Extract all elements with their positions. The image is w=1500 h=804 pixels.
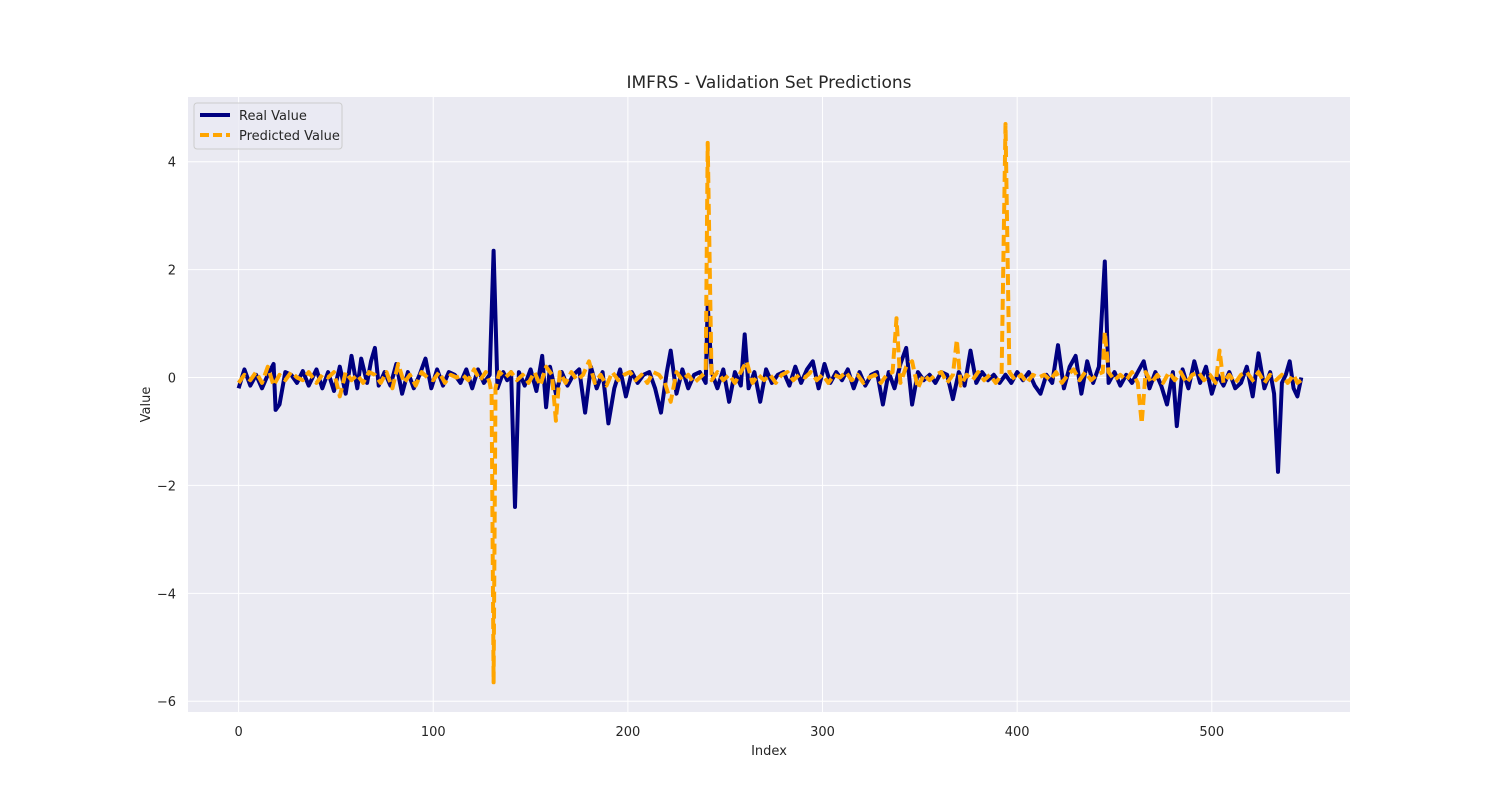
x-tick-label: 400	[1005, 725, 1030, 740]
x-tick-label: 500	[1199, 725, 1224, 740]
y-tick-label: 0	[168, 372, 176, 387]
legend-box	[193, 102, 343, 150]
legend-label-real: Real Value	[239, 109, 307, 124]
x-tick-label: 100	[421, 725, 446, 740]
x-tick-label: 200	[615, 725, 640, 740]
legend: Real Value Predicted Value	[193, 102, 343, 150]
legend-label-predicted: Predicted Value	[239, 129, 340, 144]
x-tick-label: 0	[234, 725, 242, 740]
series-line-real	[236, 248, 1304, 509]
y-tick-label: 4	[168, 156, 176, 171]
grid	[188, 97, 1350, 712]
y-tick-label: −4	[157, 587, 176, 602]
plot-area	[188, 97, 1350, 712]
series-group	[236, 122, 1304, 685]
chart-title: IMFRS - Validation Set Predictions	[627, 73, 912, 93]
series-line-predicted	[236, 122, 1303, 685]
tick-labels: 0 100 200 300 400 500 −6 −4 −2 0 2 4	[157, 156, 1224, 740]
x-axis-label: Index	[751, 744, 787, 759]
y-axis-label: Value	[139, 387, 154, 423]
y-tick-label: 2	[168, 264, 176, 279]
x-tick-label: 300	[810, 725, 835, 740]
y-tick-label: −6	[157, 695, 176, 710]
y-tick-label: −2	[157, 479, 176, 494]
